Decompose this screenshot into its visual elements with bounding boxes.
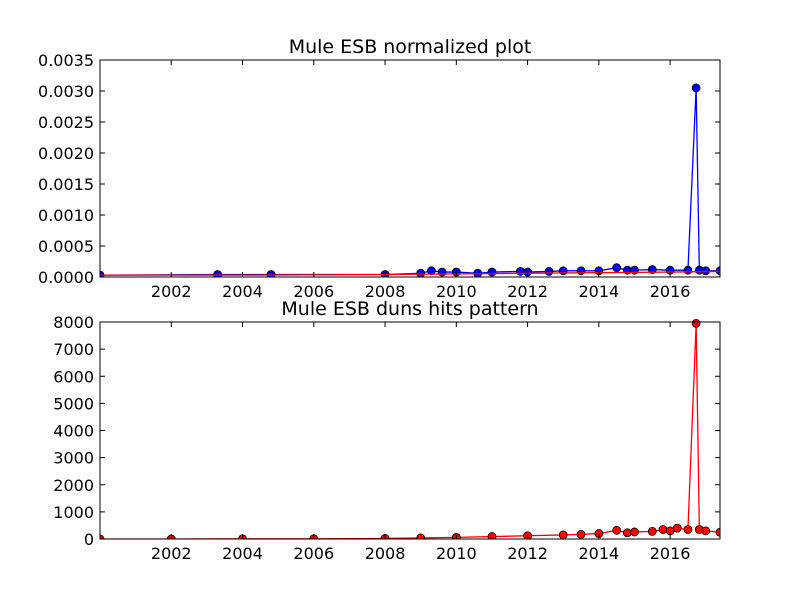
x-tick-label: 2012 [507, 282, 548, 301]
data-point [544, 267, 554, 276]
y-tick-label: 5000 [53, 394, 94, 413]
x-tick-label: 2016 [650, 544, 691, 563]
normalized-plot-panel: Mule ESB normalized plot 2002 2004 2006 2008… [38, 36, 721, 301]
series-line [100, 87, 720, 276]
x-tick-label: 2008 [365, 544, 406, 563]
data-point [416, 268, 426, 277]
chart-title: Mule ESB duns hits pattern [281, 298, 538, 320]
y-tick-label: 0.0010 [38, 206, 94, 225]
x-tick-label: 2004 [222, 544, 263, 563]
data-point [612, 263, 622, 273]
y-tick-label: 0.0005 [38, 237, 94, 256]
data-point [683, 265, 693, 275]
y-tick-label: 7000 [53, 340, 94, 359]
data-point [683, 525, 693, 534]
data-point [612, 525, 622, 535]
data-point [576, 529, 586, 539]
data-point [647, 527, 657, 536]
plot-area [100, 318, 720, 539]
data-point [715, 527, 720, 537]
data-point [416, 533, 426, 539]
x-tick-label: 2012 [507, 544, 548, 563]
data-point [576, 266, 586, 276]
data-point [437, 267, 447, 277]
axes-frame [99, 59, 721, 278]
y-tick-label: 0.0000 [38, 268, 94, 287]
x-tick-label: 2002 [151, 544, 192, 563]
x-tick-label: 2016 [650, 282, 691, 301]
x-tick-label: 2010 [436, 544, 477, 563]
axes-frame [99, 321, 721, 540]
duns-hits-panel: Mule ESB duns hits pattern 2002 2004 2006 20… [53, 298, 721, 563]
data-point [691, 318, 701, 328]
data-point [487, 532, 497, 539]
data-point [658, 525, 668, 534]
y-tick-label: 0.0020 [38, 144, 94, 163]
data-point [672, 523, 682, 533]
y-tick-label: 0.0035 [38, 51, 94, 70]
y-tick-label: 0 [84, 530, 94, 549]
x-tick-label: 2014 [578, 544, 619, 563]
x-tick-label: 2006 [293, 544, 334, 563]
plot-area [100, 83, 720, 277]
data-point [487, 267, 497, 277]
y-tick-label: 2000 [53, 476, 94, 495]
data-point [691, 83, 701, 93]
y-tick-label: 0.0025 [38, 113, 94, 132]
x-tick-label: 2004 [222, 282, 263, 301]
x-tick-label: 2002 [151, 282, 192, 301]
y-tick-label: 0.0015 [38, 175, 94, 194]
data-point [630, 527, 639, 537]
series-line [100, 323, 720, 539]
y-tick-label: 3000 [53, 449, 94, 468]
y-tick-label: 0.0030 [38, 82, 94, 101]
y-tick-label: 4000 [53, 422, 94, 441]
y-tick-label: 8000 [53, 313, 94, 332]
data-point [100, 534, 105, 539]
data-point [558, 530, 568, 539]
chart-title: Mule ESB normalized plot [289, 36, 532, 58]
y-tick-label: 1000 [53, 503, 94, 522]
x-tick-label: 2008 [365, 282, 406, 301]
data-point [426, 266, 436, 276]
y-tick-label: 6000 [53, 367, 94, 386]
x-tick-label: 2014 [578, 282, 619, 301]
data-point [701, 526, 711, 536]
data-point [701, 266, 711, 276]
x-tick-label: 2010 [436, 282, 477, 301]
x-tick-label: 2006 [293, 282, 334, 301]
